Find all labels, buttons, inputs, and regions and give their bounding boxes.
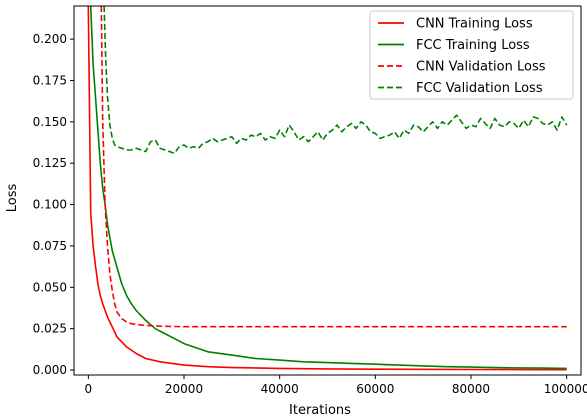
series-line-fcc-validation-loss — [103, 6, 568, 155]
x-tick-label: 60000 — [356, 382, 394, 396]
legend-label: CNN Training Loss — [416, 17, 533, 32]
x-axis: 0 20000 40000 60000 80000 100000 — [85, 375, 587, 396]
y-axis-label: Loss — [5, 184, 20, 213]
y-tick-label: 0.125 — [33, 156, 67, 170]
legend: CNN Training Loss FCC Training Loss CNN Va… — [369, 10, 574, 100]
x-tick-label: 100000 — [544, 382, 587, 396]
series-line-cnn-training-loss — [87, 6, 567, 371]
x-tick-label: 20000 — [165, 382, 203, 396]
x-axis-label: Iterations — [289, 403, 351, 418]
legend-label: FCC Validation Loss — [416, 81, 543, 96]
y-tick-label: 0.025 — [33, 322, 67, 336]
y-tick-label: 0.000 — [33, 363, 67, 377]
y-tick-label: 0.100 — [33, 198, 67, 212]
y-axis: 0.000 0.025 0.050 0.075 0.100 0.125 0.150 0.175… — [33, 32, 74, 377]
series-line-cnn-validation-loss — [100, 6, 567, 328]
x-tick-label: 40000 — [261, 382, 299, 396]
legend-box — [369, 10, 574, 100]
legend-label: FCC Training Loss — [416, 38, 530, 53]
y-tick-label: 0.050 — [33, 280, 67, 294]
plot-frame — [73, 5, 582, 376]
x-tick-label: 0 — [85, 382, 93, 396]
legend-label: CNN Validation Loss — [416, 60, 546, 75]
y-tick-label: 0.200 — [33, 32, 67, 46]
y-tick-label: 0.150 — [33, 115, 67, 129]
y-tick-label: 0.175 — [33, 73, 67, 87]
y-tick-label: 0.075 — [33, 239, 67, 253]
x-tick-label: 80000 — [452, 382, 490, 396]
series-layer — [87, 6, 568, 371]
